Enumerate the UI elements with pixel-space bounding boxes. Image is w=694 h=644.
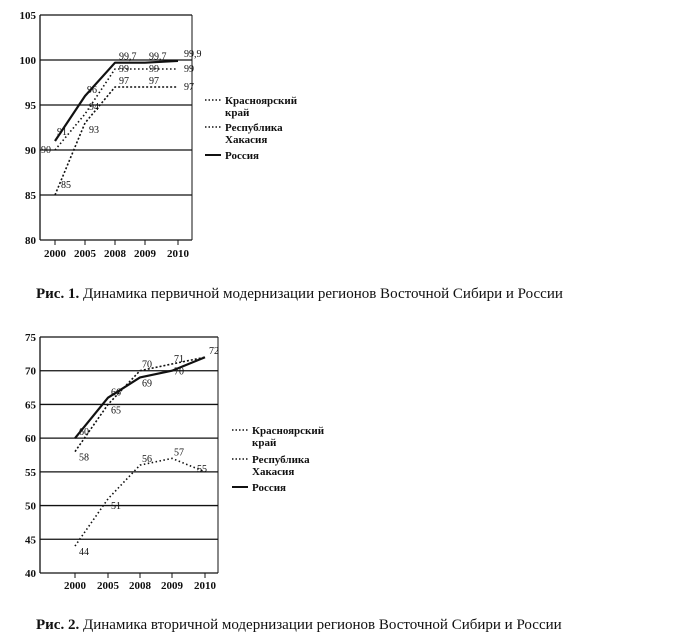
caption-2: Рис. 2. Динамика вторичной модернизации … [36,617,562,634]
data-label: 60 [79,427,89,438]
y-tick-label: 75 [25,332,37,344]
legend-entry: Россия [225,150,259,162]
y-tick-label: 90 [25,145,37,157]
y-tick-label: 100 [20,55,37,67]
series-line [54,59,179,142]
data-label: 99 [119,64,129,75]
legend-entry-line: Хакасия [225,134,267,146]
data-label: 44 [79,547,89,558]
caption-1-number: Рис. 1. [36,286,80,302]
x-tick-label: 2005 [97,580,120,592]
legend-entry: Россия [252,482,286,494]
data-label: 55 [197,464,207,475]
series-line [54,68,178,151]
data-label: 71 [174,354,184,365]
legend-entry-line: край [252,437,277,449]
data-label: 57 [174,447,184,458]
caption-2-text: Динамика вторичной модернизации регионов… [79,617,562,633]
data-label: 99,7 [149,52,167,63]
y-tick-label: 80 [25,235,37,247]
x-tick-label: 2009 [161,580,184,592]
data-label: 58 [79,453,89,464]
x-tick-label: 2010 [167,248,190,260]
caption-2-number: Рис. 2. [36,617,80,633]
y-tick-label: 40 [25,568,37,580]
data-label: 56 [142,454,152,465]
data-label: 90 [41,145,51,156]
legend-entry-line: край [225,107,250,119]
data-label: 97 [184,82,194,93]
y-tick-label: 95 [25,100,37,112]
data-label: 94 [89,102,99,113]
x-tick-label: 2010 [194,580,217,592]
data-label: 70 [142,360,152,371]
data-label: 85 [61,180,71,191]
x-tick-label: 2008 [104,248,127,260]
data-label: 65 [111,405,121,416]
data-label: 72 [209,346,219,357]
y-tick-label: 45 [25,534,37,546]
legend-entry-line: Республика [225,122,283,134]
y-tick-label: 50 [25,501,37,513]
legend-entry-line: Красноярский [252,425,325,437]
data-label: 69 [142,378,152,389]
legend-entry: Республика Хакасия [225,122,283,146]
y-tick-label: 85 [25,190,37,202]
y-tick-label: 60 [25,433,37,445]
y-tick-label: 55 [25,467,37,479]
caption-1: Рис. 1. Динамика первичной модернизации … [36,286,563,303]
data-label: 97 [149,76,159,87]
caption-1-text: Динамика первичной модернизации регионов… [79,286,563,302]
legend-entry: Красноярский край [252,425,325,449]
legend-entry: Красноярский край [225,95,298,119]
legend-entry: Республика Хакасия [252,454,310,478]
data-label: 99 [184,64,194,75]
data-label: 70 [174,367,184,378]
y-tick-label: 105 [20,10,37,22]
x-tick-label: 2009 [134,248,157,260]
chart-2: 40 45 50 55 60 65 70 75 2000 2005 2008 2009 2010 58 65… [25,332,325,592]
data-label: 96 [87,85,97,96]
data-label: 51 [111,501,121,512]
series-line [74,356,206,453]
data-label: 66 [111,388,121,399]
series-line [74,457,206,547]
legend-entry-line: Россия [225,150,259,162]
x-tick-label: 2005 [74,248,97,260]
data-label: 97 [119,76,129,87]
data-label: 99,9 [184,49,202,60]
data-label: 99 [149,64,159,75]
series-line [54,86,178,196]
legend-entry-line: Россия [252,482,286,494]
data-label: 99,7 [119,52,137,63]
series-line [74,356,206,439]
y-tick-label: 70 [25,366,37,378]
x-tick-label: 2008 [129,580,152,592]
data-label: 91 [57,127,67,138]
x-tick-label: 2000 [64,580,87,592]
y-tick-label: 65 [25,399,37,411]
legend-entry-line: Красноярский [225,95,298,107]
x-tick-label: 2000 [44,248,67,260]
legend-entry-line: Хакасия [252,466,294,478]
legend-entry-line: Республика [252,454,310,466]
data-label: 93 [89,125,99,136]
chart-1: 80 85 90 95 100 105 2000 2005 2008 2009 2010 85 93 97… [20,10,298,260]
